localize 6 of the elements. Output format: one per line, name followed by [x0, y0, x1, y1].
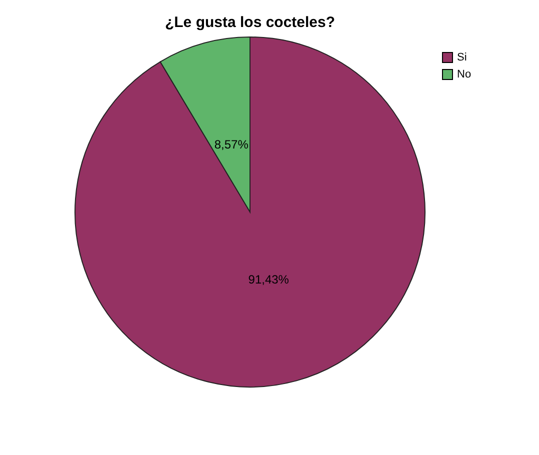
chart-title: ¿Le gusta los cocteles? [164, 14, 336, 31]
legend-label: Si [457, 52, 467, 64]
data-label: 91,43% [248, 272, 290, 286]
data-label: 8,57% [214, 138, 249, 152]
legend-label: No [457, 68, 472, 80]
pie-slice [74, 36, 426, 388]
